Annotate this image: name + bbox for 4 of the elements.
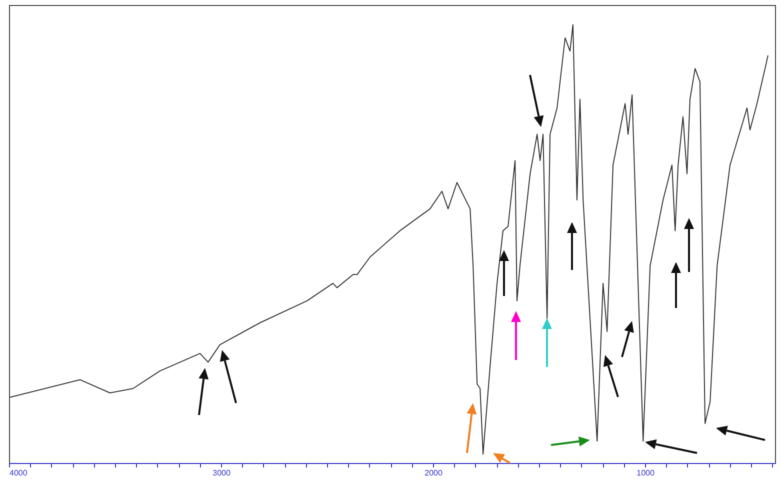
x-tick-label: 4000 — [10, 468, 28, 478]
x-tick-label: 2000 — [424, 468, 443, 478]
x-tick-label: 3000 — [212, 468, 231, 478]
x-tick-label: 1000 — [636, 468, 655, 478]
